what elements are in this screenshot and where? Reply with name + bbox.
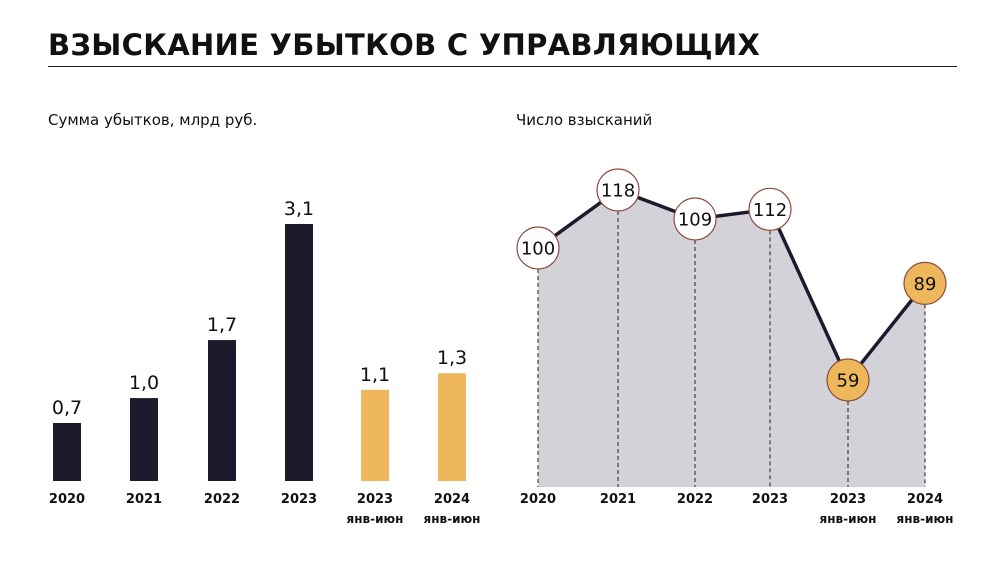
bar-chart-title: Сумма убытков, млрд руб. (48, 111, 258, 129)
title-divider (48, 66, 957, 67)
x-tick-label: 2021 (600, 492, 636, 507)
bar (285, 224, 313, 481)
data-point (748, 187, 792, 231)
x-tick-label: 2023 (752, 492, 788, 507)
data-point (596, 168, 640, 212)
point-value-label: 118 (601, 181, 635, 202)
line-chart-title: Число взысканий (516, 111, 653, 129)
point-value-label: 89 (914, 274, 937, 295)
bar (130, 398, 158, 481)
x-tick-label: 2023 (281, 492, 317, 507)
point-value-label: 112 (753, 200, 787, 221)
bar-value-label: 3,1 (284, 198, 314, 220)
x-tick-label: 2021 (126, 492, 162, 507)
bar (208, 340, 236, 481)
x-tick-label: 2020 (520, 492, 556, 507)
bar (438, 373, 466, 481)
x-tick-label: 2022 (677, 492, 713, 507)
point-value-label: 109 (678, 209, 712, 230)
x-tick-sublabel: янв-июн (820, 512, 877, 526)
x-tick-label: 2023 (357, 492, 393, 507)
x-tick-label: 2023 (830, 492, 866, 507)
point-value-label: 100 (521, 238, 555, 259)
x-tick-label: 2022 (204, 492, 240, 507)
point-value-label: 59 (837, 371, 860, 392)
bar-value-label: 1,1 (360, 364, 390, 386)
x-tick-sublabel: янв-июн (897, 512, 954, 526)
bar-value-label: 1,7 (207, 314, 237, 336)
data-point (673, 197, 717, 241)
bar (53, 422, 81, 481)
bar (361, 389, 389, 481)
bar-value-label: 0,7 (52, 397, 82, 419)
bar-value-label: 1,0 (129, 372, 159, 394)
x-tick-sublabel: янв-июн (347, 512, 404, 526)
x-tick-label: 2020 (49, 492, 85, 507)
data-point (826, 358, 870, 402)
data-point (903, 261, 947, 305)
bar-value-label: 1,3 (437, 347, 467, 369)
x-tick-label: 2024 (907, 492, 943, 507)
x-tick-label: 2024 (434, 492, 470, 507)
x-tick-sublabel: янв-июн (424, 512, 481, 526)
area-fill (538, 190, 925, 487)
data-point (516, 226, 560, 270)
page-title: ВЗЫСКАНИЕ УБЫТКОВ С УПРАВЛЯЮЩИХ (48, 28, 761, 62)
